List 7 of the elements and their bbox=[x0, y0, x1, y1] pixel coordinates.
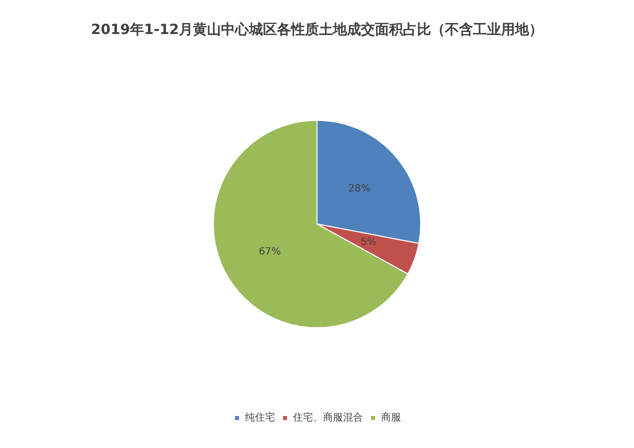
chart-title: 2019年1-12月黄山中心城区各性质土地成交面积占比（不含工业用地） bbox=[91, 21, 543, 38]
data-label: 5% bbox=[360, 237, 377, 248]
legend-label: 纯住宅 bbox=[245, 412, 275, 424]
legend-label: 住宅、商服混合 bbox=[293, 412, 363, 424]
data-label: 67% bbox=[258, 246, 281, 258]
data-label: 28% bbox=[348, 184, 370, 195]
legend-label: 商服 bbox=[381, 412, 401, 424]
